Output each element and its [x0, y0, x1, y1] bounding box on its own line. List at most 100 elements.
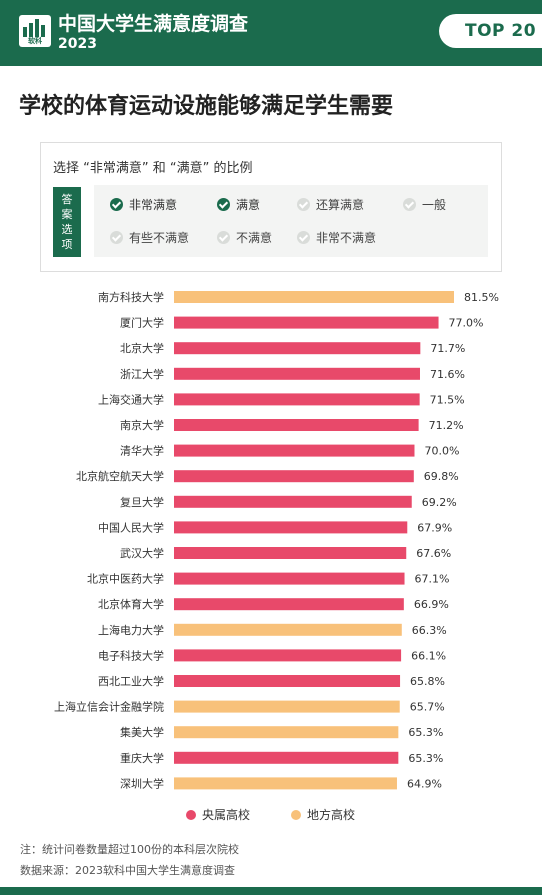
option-neutral: 一般	[403, 197, 446, 213]
central-dot-icon	[186, 810, 196, 820]
option-label: 非常不满意	[316, 231, 377, 245]
value-label: 69.2%	[422, 496, 457, 509]
value-label: 69.8%	[424, 470, 459, 483]
answer-options-tag-label: 答案选项	[61, 193, 73, 251]
bar	[174, 342, 421, 355]
check-icon	[217, 198, 230, 211]
footnote: 注：统计问卷数量超过100份的本科层次院校	[20, 843, 239, 856]
option-somewhat-dissatisfied: 有些不满意	[110, 230, 189, 246]
options-area: 非常满意 满意 还算满意 一般 有些不满意 不满意 非常不满意	[94, 185, 488, 257]
category-label: 上海立信会计金融学院	[54, 700, 164, 714]
bar	[174, 726, 399, 739]
value-label: 65.3%	[408, 726, 443, 739]
local-dot-icon	[291, 810, 301, 820]
bar	[174, 751, 399, 764]
option-dissatisfied: 不满意	[217, 230, 272, 246]
check-icon	[217, 231, 230, 244]
category-label: 武汉大学	[120, 546, 164, 560]
value-label: 67.1%	[415, 573, 450, 586]
value-label: 70.0%	[424, 445, 459, 458]
bar	[174, 521, 408, 534]
value-label: 65.3%	[408, 752, 443, 765]
survey-title: 中国大学生满意度调查	[58, 13, 249, 35]
legend-local: 地方高校	[291, 806, 355, 823]
category-label: 中国人民大学	[98, 520, 164, 534]
top-badge: TOP 20	[439, 14, 542, 48]
data-source: 数据来源：2023软科中国大学生满意度调查	[20, 864, 235, 877]
option-label: 还算满意	[316, 198, 365, 212]
value-label: 77.0%	[449, 317, 484, 330]
category-label: 浙江大学	[120, 367, 164, 381]
value-label: 65.7%	[410, 701, 445, 714]
logo-text: 软科	[28, 37, 42, 45]
header-bar: 软科 中国大学生满意度调查 2023 TOP 20	[0, 0, 542, 66]
value-label: 81.5%	[464, 291, 499, 304]
options-box-title: 选择 “非常满意” 和 “满意” 的比例	[53, 161, 253, 176]
bar	[174, 572, 405, 585]
bar	[174, 777, 397, 790]
check-icon	[403, 198, 416, 211]
bar	[174, 547, 407, 559]
bar	[174, 419, 419, 431]
answer-options-box: 选择 “非常满意” 和 “满意” 的比例 答案选项 非常满意 满意 还算满意 一…	[40, 142, 502, 272]
value-label: 67.9%	[417, 521, 452, 534]
option-label: 非常满意	[129, 198, 178, 212]
bar	[174, 316, 439, 329]
bar	[174, 700, 400, 713]
satisfaction-bar-chart: 南方科技大学 81.5% 厦门大学 77.0% 北京大学 71.7% 浙江大学 71.6% 上海…	[54, 290, 499, 790]
category-label: 集美大学	[120, 725, 164, 739]
value-label: 66.9%	[414, 598, 449, 611]
category-label: 西北工业大学	[98, 674, 164, 688]
bar	[174, 393, 420, 406]
category-label: 上海电力大学	[98, 623, 164, 637]
option-very-satisfied: 非常满意	[110, 197, 177, 213]
category-label: 南京大学	[120, 418, 164, 432]
survey-year: 2023	[58, 36, 97, 52]
value-label: 71.5%	[430, 393, 465, 406]
check-icon	[297, 231, 310, 244]
value-label: 71.2%	[429, 419, 464, 432]
value-label: 65.8%	[410, 675, 445, 688]
page-title: 学校的体育运动设施能够满足学生需要	[19, 94, 394, 119]
check-icon	[297, 198, 310, 211]
shanghairanking-logo: 软科	[19, 15, 51, 47]
option-label: 一般	[422, 198, 447, 212]
bar	[174, 367, 420, 380]
option-satisfied: 满意	[217, 197, 260, 213]
category-label: 北京航空航天大学	[76, 469, 164, 483]
category-label: 北京大学	[120, 341, 164, 355]
category-label: 厦门大学	[120, 316, 164, 330]
footer-bar	[0, 887, 542, 895]
category-label: 南方科技大学	[98, 290, 164, 304]
category-label: 清华大学	[120, 444, 164, 458]
legend-central: 央属高校	[186, 806, 250, 823]
category-label: 重庆大学	[120, 751, 164, 765]
check-icon	[110, 198, 123, 211]
legend-label: 央属高校	[202, 808, 251, 822]
bar	[174, 291, 454, 303]
check-icon	[110, 231, 123, 244]
option-label: 有些不满意	[129, 231, 190, 245]
value-label: 64.9%	[407, 777, 442, 790]
value-label: 66.1%	[411, 649, 446, 662]
category-label: 电子科技大学	[98, 648, 164, 662]
bar	[174, 675, 401, 687]
category-label: 深圳大学	[120, 776, 164, 790]
legend-label: 地方高校	[307, 808, 356, 822]
bar	[174, 623, 402, 636]
value-label: 71.6%	[430, 368, 465, 381]
value-label: 67.6%	[416, 547, 451, 560]
bar	[174, 598, 404, 611]
option-label: 不满意	[236, 231, 273, 245]
option-fairly-satisfied: 还算满意	[297, 197, 364, 213]
category-label: 上海交通大学	[98, 392, 164, 406]
bar	[174, 470, 414, 483]
category-label: 北京中医药大学	[87, 572, 164, 586]
option-very-dissatisfied: 非常不满意	[297, 230, 376, 246]
bar	[174, 495, 412, 508]
option-label: 满意	[236, 198, 261, 212]
bar	[174, 649, 402, 662]
category-label: 北京体育大学	[98, 597, 164, 611]
answer-options-tag: 答案选项	[53, 187, 81, 257]
category-label: 复旦大学	[120, 495, 164, 509]
